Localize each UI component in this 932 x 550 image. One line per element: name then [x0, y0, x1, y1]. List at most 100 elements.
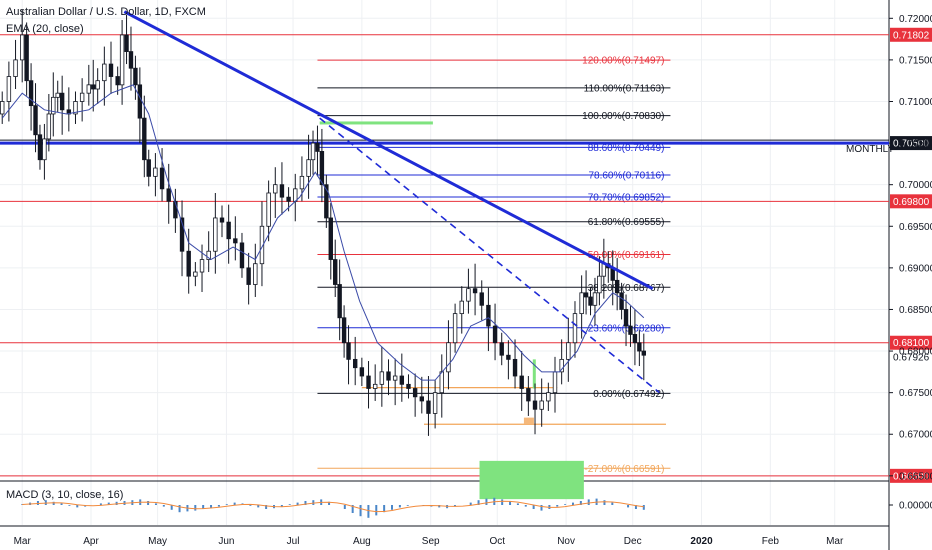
- price-tick-label: 0.72000: [899, 14, 932, 25]
- price-level-tag-label: 0.70500: [893, 139, 930, 150]
- candle-body: [213, 217, 218, 252]
- current-price-label: 0.67926: [893, 353, 930, 364]
- time-tick-label: Mar: [14, 536, 32, 547]
- candle-body: [419, 396, 424, 402]
- candle-body: [579, 292, 584, 315]
- price-tick-label: 0.69500: [899, 222, 932, 233]
- time-tick-label: Apr: [83, 536, 99, 547]
- candle-body: [102, 63, 107, 82]
- candle-body: [452, 313, 458, 344]
- candle-body: [55, 92, 60, 98]
- macd-legend: MACD (3, 10, close, 16): [6, 489, 124, 501]
- fib-level-label: 70.70%(0.69852): [588, 192, 665, 203]
- fib-level-label: -27.00%(0.66591): [584, 464, 664, 475]
- candle-body: [519, 375, 524, 389]
- candle-body: [532, 400, 538, 410]
- candle-body: [597, 275, 602, 294]
- time-tick-label: Jul: [287, 536, 300, 547]
- ema-legend: EMA (20, close): [6, 23, 84, 35]
- candle-body: [266, 192, 271, 227]
- price-tick-label: 0.70000: [899, 180, 932, 191]
- candle-body: [159, 167, 165, 190]
- candle-body: [506, 354, 511, 360]
- candle-body: [324, 184, 329, 219]
- candle-body: [179, 217, 185, 252]
- candle-body: [273, 184, 278, 194]
- candle-body: [337, 284, 342, 319]
- price-level-tag: [890, 27, 932, 42]
- price-tick-label: 0.70500: [899, 139, 932, 150]
- time-tick-label: Oct: [489, 536, 505, 547]
- price-level-tag-label: 0.71802: [893, 30, 930, 41]
- candle-body: [186, 250, 191, 277]
- candle-body: [286, 196, 291, 202]
- candle-body: [108, 63, 114, 77]
- candle-body: [86, 84, 91, 94]
- candle-body: [601, 263, 607, 277]
- fib-level-label: 88.60%(0.70449): [588, 143, 665, 154]
- candle-body: [91, 84, 96, 90]
- candle-body: [137, 84, 143, 119]
- candle-body: [46, 113, 52, 140]
- price-level-tag-label: 0.69800: [893, 197, 930, 208]
- time-tick-label: Feb: [762, 536, 780, 547]
- price-tick-label: 0.68500: [899, 305, 932, 316]
- candle-body: [499, 342, 504, 356]
- candle-body: [315, 142, 320, 152]
- candle-body: [239, 242, 245, 269]
- candle-body: [486, 304, 491, 327]
- time-tick-label: Sep: [422, 536, 440, 547]
- candle-body: [641, 350, 646, 356]
- candle-body: [512, 358, 518, 377]
- candle-body: [253, 263, 258, 285]
- candle-body: [614, 279, 620, 294]
- candle-body: [446, 342, 451, 373]
- candle-body: [466, 288, 471, 302]
- candle-body: [379, 371, 385, 385]
- candle-body: [328, 217, 333, 260]
- monthly-label: MONTHLY: [846, 144, 894, 155]
- price-tick-label: 0.69000: [899, 263, 932, 274]
- orange-box: [523, 417, 534, 424]
- candle-body: [426, 400, 431, 414]
- candle-body: [546, 392, 551, 402]
- candle-body: [299, 175, 305, 190]
- candle-body: [526, 388, 531, 402]
- candle-body: [623, 309, 629, 327]
- candle-body: [366, 375, 371, 389]
- price-level-tag-label: 0.68100: [893, 338, 930, 349]
- candle-body: [226, 221, 231, 240]
- green-target-box: [479, 460, 584, 500]
- candle-body: [0, 101, 5, 115]
- time-tick-label: Mar: [826, 536, 844, 547]
- fib-level-label: 100.00%(0.70830): [582, 111, 664, 122]
- price-tick-label: 0.71000: [899, 97, 932, 108]
- price-tick-label: 0.68000: [899, 347, 932, 358]
- macd-tick-label: 0.00000: [899, 501, 932, 512]
- candle-body: [572, 313, 578, 344]
- candle-body: [42, 138, 47, 161]
- candle-body: [472, 288, 478, 294]
- candle-body: [310, 142, 316, 161]
- fib-level-label: 61.80%(0.69555): [588, 217, 665, 228]
- time-tick-label: Dec: [624, 536, 642, 547]
- price-tick-label: 0.67500: [899, 388, 932, 399]
- candle-body: [133, 67, 138, 86]
- candle-body: [386, 371, 391, 381]
- fib-level-label: 78.60%(0.70116): [588, 171, 664, 182]
- ema-line: [1, 84, 645, 381]
- price-tick-label: 0.71500: [899, 55, 932, 66]
- time-tick-label: Aug: [353, 536, 371, 547]
- candle-body: [246, 267, 251, 285]
- candle-body: [79, 92, 85, 102]
- price-level-tag: [890, 468, 932, 483]
- candle-body: [392, 375, 398, 381]
- candle-body: [73, 101, 78, 115]
- candle-body: [219, 217, 225, 223]
- candle-body: [115, 76, 120, 86]
- candle-body: [6, 76, 12, 102]
- candle-body: [28, 80, 34, 107]
- candle-body: [13, 59, 18, 77]
- price-tick-label: 0.66500: [899, 471, 932, 482]
